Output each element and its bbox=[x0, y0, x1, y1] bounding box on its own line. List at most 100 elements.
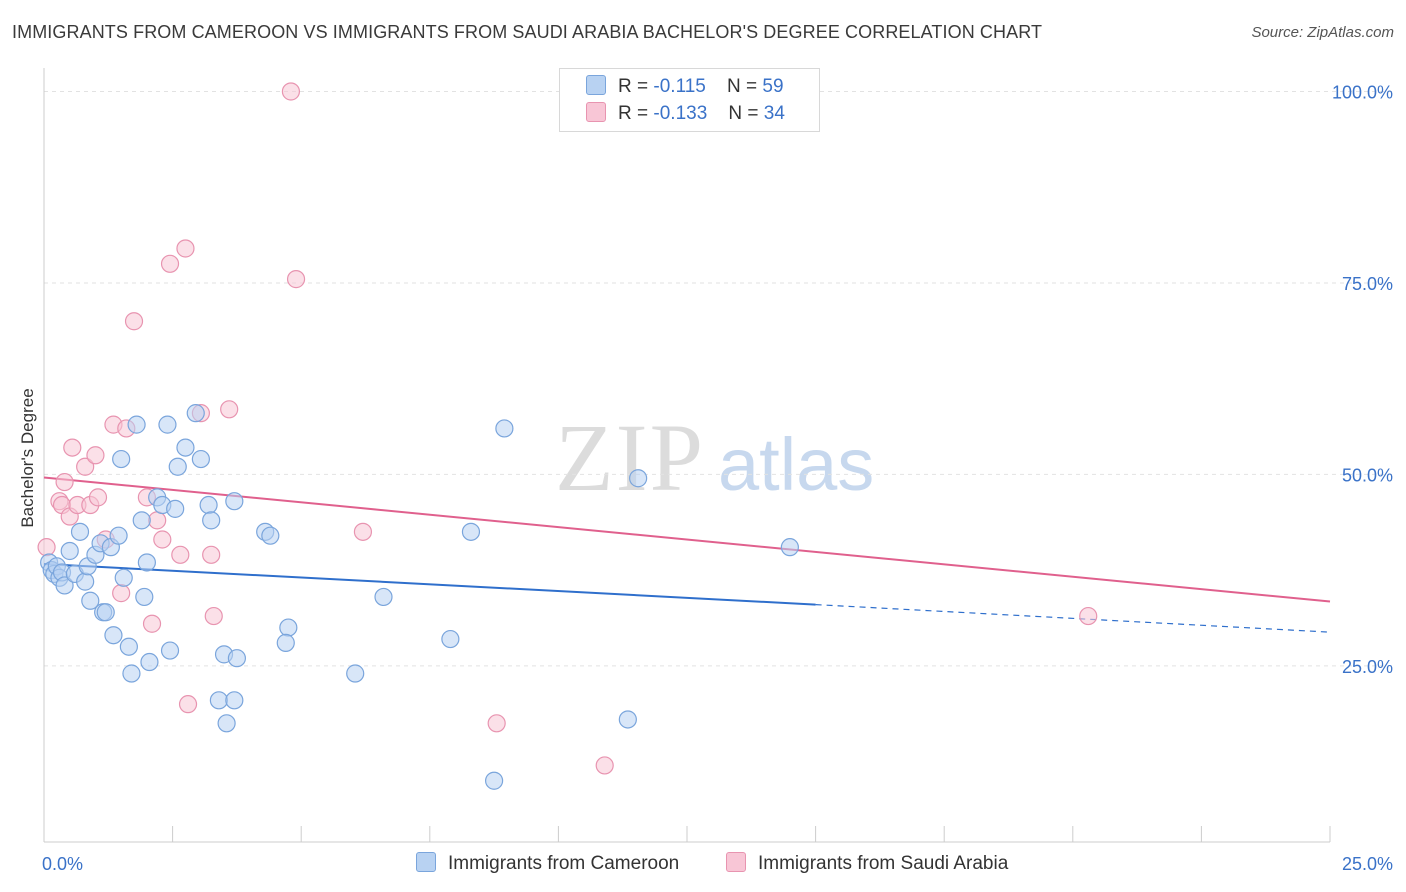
saudi-arabia-point bbox=[176, 239, 195, 258]
legend-label-saudi-arabia: Immigrants from Saudi Arabia bbox=[758, 853, 1009, 874]
r-value: -0.115 bbox=[653, 76, 706, 97]
saudi-arabia-point bbox=[148, 511, 167, 530]
cameroon-trend-line bbox=[43, 563, 816, 606]
cameroon-point bbox=[495, 419, 514, 438]
cameroon-point bbox=[461, 522, 481, 541]
saudi-arabia-point bbox=[202, 545, 221, 564]
saudi-arabia-point bbox=[124, 312, 144, 331]
watermark-zip: ZIP bbox=[555, 404, 705, 511]
cameroon-point bbox=[199, 495, 218, 515]
saudi-arabia-point bbox=[112, 584, 131, 603]
stats-legend: R = -0.115 N = 59 R = -0.133 N = 34 bbox=[559, 68, 820, 132]
cameroon-point bbox=[217, 714, 236, 733]
cameroon-point bbox=[225, 691, 244, 710]
cameroon-point bbox=[70, 522, 90, 541]
cameroon-point bbox=[780, 538, 799, 557]
saudi-arabia-point bbox=[487, 714, 506, 733]
x-tick-label-min: 0.0% bbox=[42, 854, 83, 874]
cameroon-point bbox=[191, 449, 210, 469]
saudi-arabia-point bbox=[178, 695, 198, 714]
cameroon-point bbox=[55, 576, 74, 595]
cameroon-point bbox=[76, 572, 95, 591]
y-axis-title: Bachelor's Degree bbox=[18, 388, 37, 527]
r-label: R = bbox=[618, 76, 649, 97]
saudi-arabia-point bbox=[37, 538, 56, 557]
source-label: Source: ZipAtlas.com bbox=[1251, 24, 1394, 41]
saudi-arabia-point bbox=[88, 488, 108, 507]
saudi-arabia-point bbox=[1079, 606, 1098, 626]
cameroon-point bbox=[227, 649, 246, 668]
saudi-arabia-point bbox=[86, 446, 105, 465]
saudi-arabia-point bbox=[220, 400, 239, 419]
cameroon-point bbox=[168, 457, 187, 476]
chart-title: IMMIGRANTS FROM CAMEROON VS IMMIGRANTS F… bbox=[12, 22, 1043, 42]
n-label: N = bbox=[728, 103, 759, 124]
legend-label-cameroon: Immigrants from Cameroon bbox=[448, 853, 680, 874]
cameroon-point bbox=[112, 449, 131, 469]
cameroon-point bbox=[225, 492, 244, 511]
cameroon-point bbox=[140, 652, 159, 672]
cameroon-point bbox=[96, 603, 115, 622]
cameroon-point bbox=[119, 637, 138, 656]
saudi-arabia-point bbox=[160, 254, 180, 273]
cameroon-point bbox=[186, 404, 205, 423]
cameroon-point bbox=[160, 641, 180, 660]
y-tick-label: 75.0% bbox=[1342, 274, 1393, 294]
n-value: 59 bbox=[762, 76, 784, 97]
saudi-arabia-points bbox=[37, 82, 1098, 775]
cameroon-points bbox=[40, 404, 799, 790]
y-tick-label: 100.0% bbox=[1332, 82, 1393, 102]
saudi-arabia-legend-swatch-icon bbox=[726, 852, 746, 872]
watermark-atlas: atlas bbox=[718, 423, 874, 506]
cameroon-swatch-icon bbox=[586, 75, 606, 95]
cameroon-point bbox=[132, 511, 151, 530]
cameroon-point bbox=[166, 499, 185, 518]
saudi-arabia-point bbox=[55, 472, 74, 492]
cameroon-point bbox=[629, 469, 648, 488]
saudi-arabia-trend-line bbox=[43, 476, 1331, 603]
cameroon-point bbox=[176, 438, 195, 457]
saudi-arabia-point bbox=[76, 457, 95, 476]
saudi-arabia-swatch-icon bbox=[586, 102, 606, 122]
saudi-arabia-point bbox=[153, 530, 172, 549]
cameroon-point bbox=[81, 591, 100, 610]
cameroon-point bbox=[114, 568, 133, 587]
cameroon-point bbox=[202, 511, 221, 530]
y-tick-label: 50.0% bbox=[1342, 465, 1393, 485]
cameroon-point bbox=[374, 587, 393, 607]
cameroon-point bbox=[109, 526, 128, 545]
cameroon-point bbox=[261, 526, 280, 545]
saudi-arabia-point bbox=[171, 545, 190, 564]
saudi-arabia-point bbox=[353, 522, 373, 541]
saudi-arabia-point bbox=[204, 606, 223, 626]
saudi-arabia-point bbox=[63, 438, 82, 457]
legend-item-cameroon: Immigrants from Cameroon bbox=[416, 852, 679, 875]
r-value: -0.133 bbox=[653, 103, 708, 124]
stats-legend-row-cameroon: R = -0.115 N = 59 bbox=[586, 75, 784, 98]
cameroon-point bbox=[122, 664, 141, 683]
cameroon-legend-swatch-icon bbox=[416, 852, 436, 872]
stats-legend-row-saudi-arabia: R = -0.133 N = 34 bbox=[586, 102, 785, 125]
cameroon-point bbox=[279, 618, 298, 637]
saudi-arabia-point bbox=[595, 756, 614, 775]
cameroon-point bbox=[276, 633, 295, 652]
cameroon-point bbox=[104, 626, 123, 645]
cameroon-point bbox=[60, 541, 79, 561]
cameroon-point bbox=[135, 587, 154, 607]
saudi-arabia-point bbox=[281, 82, 301, 101]
cameroon-point bbox=[485, 771, 504, 790]
cameroon-point bbox=[618, 710, 637, 729]
saudi-arabia-point bbox=[286, 270, 306, 289]
cameroon-point bbox=[441, 629, 460, 649]
cameroon-trend-line-extension bbox=[815, 603, 1331, 633]
legend-item-saudi-arabia: Immigrants from Saudi Arabia bbox=[726, 852, 1008, 875]
cameroon-point bbox=[137, 553, 156, 572]
r-label: R = bbox=[618, 103, 649, 124]
cameroon-point bbox=[127, 415, 146, 434]
saudi-arabia-point bbox=[142, 614, 162, 633]
cameroon-point bbox=[346, 664, 365, 683]
x-tick-label-max: 25.0% bbox=[1342, 854, 1393, 874]
n-value: 34 bbox=[763, 103, 785, 124]
cameroon-point bbox=[158, 415, 177, 434]
